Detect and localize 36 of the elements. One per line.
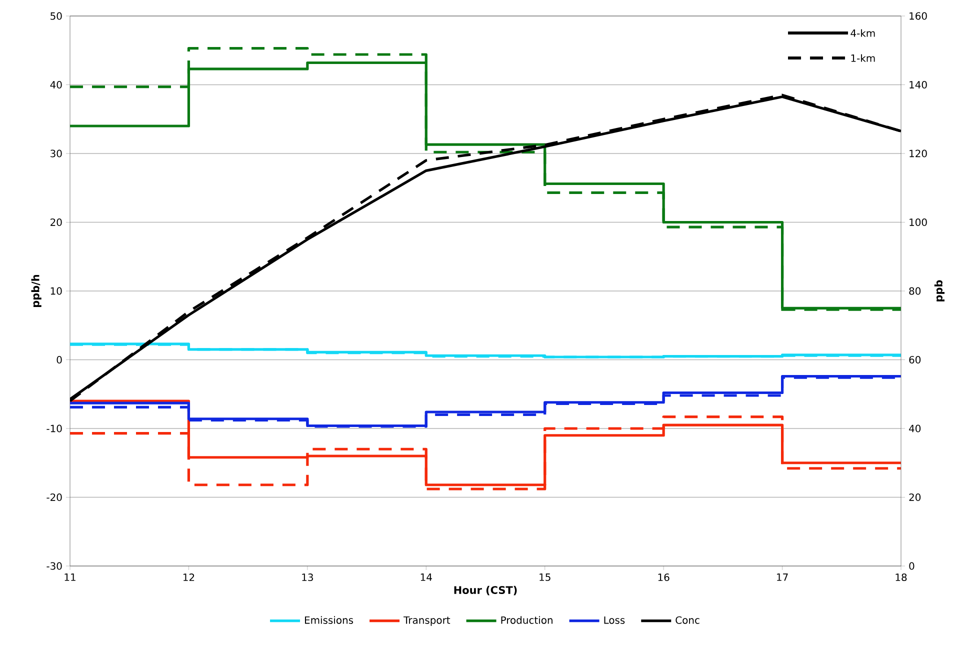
- y2-tick-label: 40: [909, 424, 921, 432]
- legend-label: Conc: [676, 616, 700, 624]
- annotation: 1-km: [851, 54, 875, 62]
- x-axis-title: Hour (CST): [454, 586, 517, 596]
- y2-tick-label: 120: [910, 150, 927, 158]
- x-tick-label: 12: [183, 574, 194, 581]
- legend-label: Transport: [404, 616, 450, 626]
- y-tick-label: 0: [56, 356, 62, 364]
- y2-axis-title: ppb: [934, 280, 945, 302]
- x-tick-label: 14: [420, 574, 432, 581]
- legend-label: Production: [501, 616, 552, 624]
- y-axis-title: ppb/h: [31, 274, 42, 307]
- x-tick-label: 18: [896, 574, 907, 582]
- y-tick-label: 50: [50, 12, 62, 20]
- y2-tick-label: 0: [909, 562, 914, 570]
- x-tick-label: 13: [302, 574, 313, 582]
- x-tick-label: 15: [540, 574, 550, 581]
- y2-tick-label: 140: [910, 80, 927, 89]
- y-tick-label: 10: [50, 287, 62, 295]
- x-tick-label: 11: [64, 574, 76, 581]
- y2-tick-label: 60: [909, 356, 921, 364]
- x-tick-label: 17: [777, 574, 788, 581]
- y2-tick-label: 20: [909, 493, 921, 502]
- y2-tick-label: 160: [910, 12, 927, 20]
- legend-label: Loss: [604, 616, 625, 624]
- y-tick-label: -20: [46, 493, 62, 502]
- y2-tick-label: 100: [910, 218, 927, 226]
- x-tick-label: 16: [658, 574, 670, 582]
- y-tick-label: 20: [50, 218, 62, 226]
- annotation: 4-km: [850, 29, 875, 37]
- y-tick-label: 30: [50, 150, 62, 158]
- y-tick-label: 40: [50, 80, 62, 89]
- y-tick-label: -10: [46, 424, 62, 432]
- legend-label: Emissions: [305, 616, 354, 624]
- y-tick-label: -30: [46, 562, 62, 570]
- y2-tick-label: 80: [909, 287, 921, 295]
